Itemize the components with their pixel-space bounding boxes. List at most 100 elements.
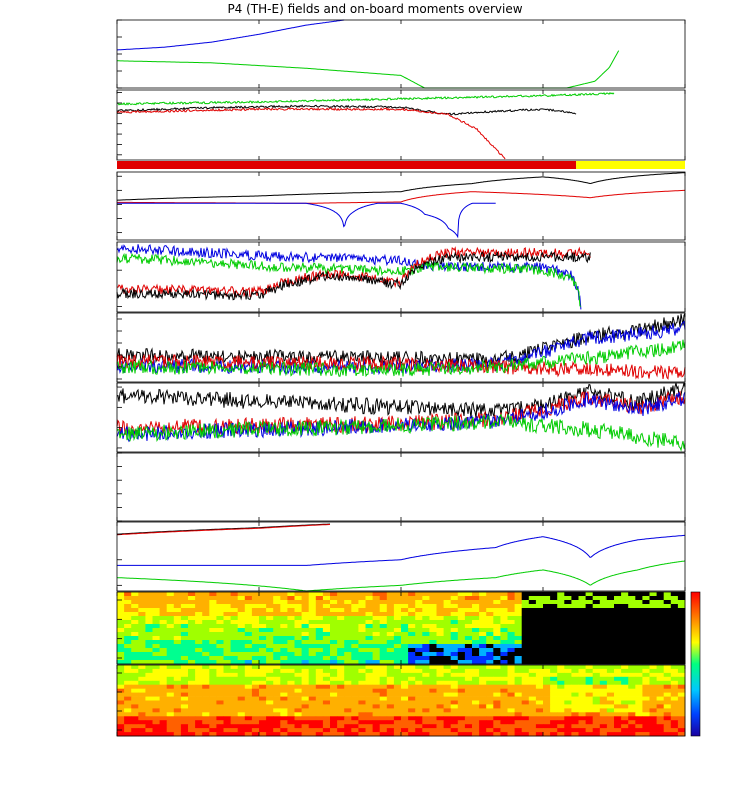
spectrogram-cell bbox=[408, 684, 416, 689]
spectrogram-cell bbox=[464, 592, 473, 597]
spectrogram-cell bbox=[401, 652, 409, 657]
spectrogram-cell bbox=[315, 592, 324, 597]
spectrogram-cell bbox=[315, 636, 324, 641]
spectrogram-cell bbox=[330, 652, 338, 657]
spectrogram-cell bbox=[578, 700, 586, 705]
spectrogram-cell bbox=[443, 600, 452, 605]
spectrogram-cell bbox=[486, 616, 494, 621]
spectrogram-cell bbox=[216, 732, 224, 737]
spectrogram-cell bbox=[280, 676, 288, 682]
spectrogram-cell bbox=[486, 640, 494, 645]
spectrogram-cell bbox=[173, 676, 182, 682]
spectrogram-cell bbox=[479, 732, 487, 737]
spectrogram-cell bbox=[557, 696, 565, 701]
spectrogram-cell bbox=[372, 680, 381, 686]
spectrogram-cell bbox=[521, 720, 530, 725]
spectrogram-cell bbox=[649, 728, 657, 733]
spectrogram-cell bbox=[472, 665, 480, 670]
spectrogram-cell bbox=[436, 620, 444, 625]
spectrogram-cell bbox=[443, 648, 452, 653]
spectrogram-cell bbox=[322, 716, 331, 721]
spectrogram-cell bbox=[464, 660, 473, 665]
spectrogram-cell bbox=[550, 644, 558, 649]
spectrogram-cell bbox=[550, 724, 558, 729]
spectrogram-cell bbox=[401, 688, 409, 693]
spectrogram-cell bbox=[408, 700, 416, 705]
spectrogram-cell bbox=[436, 604, 444, 609]
spectrogram-cell bbox=[230, 692, 239, 697]
spectrogram-cell bbox=[415, 612, 423, 617]
spectrogram-cell bbox=[259, 648, 267, 653]
spectrogram-cell bbox=[642, 696, 650, 701]
spectrogram-cell bbox=[528, 676, 537, 682]
spectrogram-cell bbox=[415, 660, 423, 665]
spectrogram-cell bbox=[649, 672, 657, 678]
spectrogram-cell bbox=[635, 592, 643, 597]
spectrogram-cell bbox=[209, 628, 217, 633]
spectrogram-cell bbox=[571, 616, 579, 621]
spectrogram-cell bbox=[315, 712, 324, 717]
spectrogram-cell bbox=[344, 712, 352, 717]
spectrogram-cell bbox=[216, 652, 224, 657]
spectrogram-cell bbox=[308, 732, 317, 737]
spectrogram-cell bbox=[543, 732, 551, 737]
spectrogram-cell bbox=[628, 692, 636, 697]
spectrogram-cell bbox=[230, 604, 239, 609]
spectrogram-cell bbox=[543, 608, 551, 613]
spectrogram-cell bbox=[507, 644, 515, 649]
spectrogram-cell bbox=[628, 668, 636, 674]
spectrogram-cell bbox=[670, 612, 679, 617]
spectrogram-cell bbox=[457, 652, 466, 657]
spectrogram-cell bbox=[571, 696, 579, 701]
spectrogram-cell bbox=[457, 700, 466, 705]
spectrogram-cell bbox=[521, 636, 530, 641]
spectrogram-cell bbox=[344, 724, 352, 729]
spectrogram-cell bbox=[450, 724, 459, 729]
series-peem-velocity-vy bbox=[116, 413, 686, 452]
spectrogram-cell bbox=[315, 600, 324, 605]
spectrogram-cell bbox=[578, 665, 586, 670]
spectrogram-cell bbox=[131, 632, 139, 637]
spectrogram-cell bbox=[514, 724, 523, 729]
spectrogram-cell bbox=[294, 665, 302, 670]
spectrogram-cell bbox=[301, 660, 310, 665]
spectrogram-cell bbox=[457, 692, 466, 697]
spectrogram-cell bbox=[606, 640, 615, 645]
spectrogram-cell bbox=[287, 692, 295, 697]
spectrogram-cell bbox=[614, 676, 622, 682]
spectrogram-cell bbox=[521, 612, 530, 617]
spectrogram-cell bbox=[670, 640, 679, 645]
spectrogram-cell bbox=[223, 700, 231, 705]
spectrogram-cell bbox=[315, 644, 324, 649]
spectrogram-cell bbox=[209, 600, 217, 605]
spectrogram-cell bbox=[301, 624, 310, 629]
spectrogram-cell bbox=[202, 668, 210, 674]
spectrogram-cell bbox=[436, 632, 444, 637]
spectrogram-cell bbox=[543, 596, 551, 601]
spectrogram-cell bbox=[280, 652, 288, 657]
spectrogram-cell bbox=[514, 656, 523, 661]
spectrogram-cell bbox=[124, 608, 132, 613]
spectrogram-cell bbox=[308, 712, 317, 717]
spectrogram-cell bbox=[649, 684, 657, 689]
spectrogram-cell bbox=[415, 712, 423, 717]
spectrogram-cell bbox=[251, 728, 260, 733]
spectrogram-cell bbox=[408, 672, 416, 678]
spectrogram-cell bbox=[656, 704, 665, 709]
spectrogram-cell bbox=[564, 676, 572, 682]
spectrogram-cell bbox=[422, 636, 430, 641]
spectrogram-cell bbox=[514, 688, 523, 693]
spectrogram-cell bbox=[315, 724, 324, 729]
spectrogram-cell bbox=[152, 720, 160, 725]
spectrogram-cell bbox=[479, 704, 487, 709]
spectrogram-cell bbox=[663, 696, 672, 701]
spectrogram-cell bbox=[315, 700, 324, 705]
spectrogram-cell bbox=[436, 668, 444, 674]
spectrogram-cell bbox=[436, 628, 444, 633]
spectrogram-cell bbox=[131, 704, 139, 709]
spectrogram-cell bbox=[315, 696, 324, 701]
spectrogram-cell bbox=[472, 604, 480, 609]
spectrogram-cell bbox=[656, 665, 665, 670]
spectrogram-cell bbox=[244, 624, 253, 629]
spectrogram-cell bbox=[656, 712, 665, 717]
